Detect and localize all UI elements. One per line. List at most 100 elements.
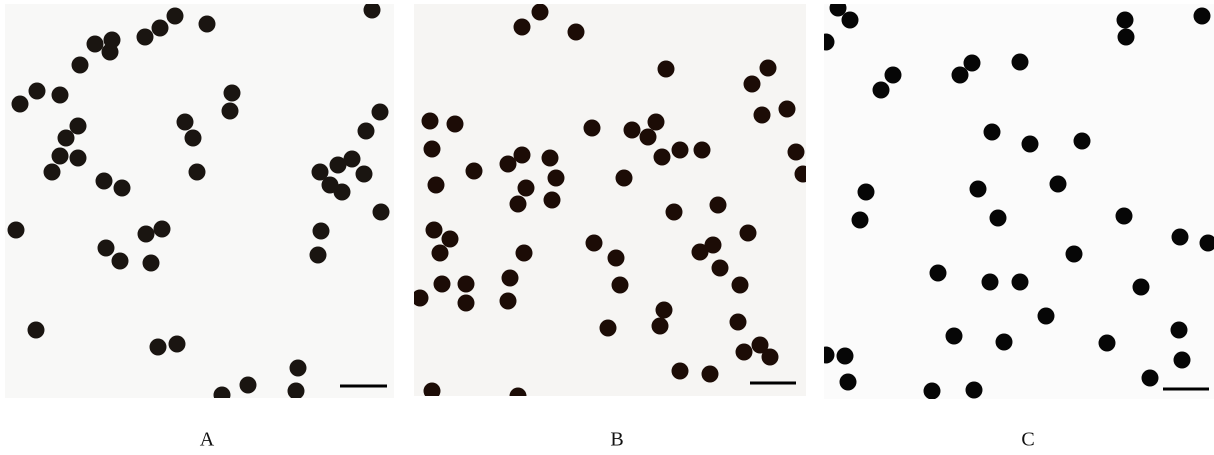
- particle: [466, 163, 483, 180]
- particle: [98, 240, 115, 257]
- particle: [672, 142, 689, 159]
- particle: [1012, 54, 1029, 71]
- panel-label: A: [200, 429, 215, 451]
- particle: [422, 113, 439, 130]
- particle: [334, 184, 351, 201]
- particle: [600, 320, 617, 337]
- particle: [984, 124, 1001, 141]
- particle: [185, 130, 202, 147]
- particle: [818, 34, 835, 51]
- particle: [532, 4, 549, 21]
- particle: [842, 12, 859, 29]
- particle: [710, 197, 727, 214]
- particle: [214, 387, 231, 404]
- particle: [779, 101, 796, 118]
- particle: [96, 173, 113, 190]
- figure: A B C: [0, 0, 1214, 455]
- particle: [702, 366, 719, 383]
- particle: [412, 290, 429, 307]
- particle: [586, 235, 603, 252]
- particle: [167, 8, 184, 25]
- particle: [964, 55, 981, 72]
- particle: [112, 253, 129, 270]
- particle: [72, 57, 89, 74]
- particle: [966, 382, 983, 399]
- particle: [29, 83, 46, 100]
- panel-a-image: [5, 4, 394, 398]
- particle: [44, 164, 61, 181]
- particle: [434, 276, 451, 293]
- particle: [154, 221, 171, 238]
- particle: [432, 245, 449, 262]
- particle: [852, 212, 869, 229]
- particle: [656, 302, 673, 319]
- particle: [8, 222, 25, 239]
- particle: [28, 322, 45, 339]
- particle: [240, 377, 257, 394]
- particle: [648, 114, 665, 131]
- particle: [137, 29, 154, 46]
- particle: [654, 149, 671, 166]
- particle: [70, 118, 87, 135]
- particle: [288, 383, 305, 400]
- particle: [652, 318, 669, 335]
- particle: [624, 122, 641, 139]
- particle: [996, 334, 1013, 351]
- particle: [608, 250, 625, 267]
- particle: [428, 177, 445, 194]
- particle: [568, 24, 585, 41]
- particle: [740, 225, 757, 242]
- particle: [330, 157, 347, 174]
- particle: [70, 150, 87, 167]
- particle: [514, 147, 531, 164]
- particle: [754, 107, 771, 124]
- panel-b-image: [414, 4, 806, 396]
- particle: [424, 141, 441, 158]
- particle: [1074, 133, 1091, 150]
- particle: [222, 103, 239, 120]
- particle: [502, 270, 519, 287]
- particle: [372, 104, 389, 121]
- particle: [970, 181, 987, 198]
- particle: [1116, 208, 1133, 225]
- particle: [736, 344, 753, 361]
- particle: [150, 339, 167, 356]
- particle: [458, 295, 475, 312]
- particle: [1174, 352, 1191, 369]
- particle: [1133, 279, 1150, 296]
- particle: [500, 156, 517, 173]
- particle: [1194, 8, 1211, 25]
- particle: [177, 114, 194, 131]
- particle: [514, 19, 531, 36]
- particle: [658, 61, 675, 78]
- panel-label: B: [610, 429, 623, 451]
- particle: [1022, 136, 1039, 153]
- particle: [364, 2, 381, 19]
- particle: [290, 360, 307, 377]
- particle: [1171, 322, 1188, 339]
- particle: [87, 36, 104, 53]
- particle: [840, 374, 857, 391]
- particle: [442, 231, 459, 248]
- particle: [818, 347, 835, 364]
- particle: [424, 383, 441, 400]
- particle: [924, 383, 941, 400]
- particle: [612, 277, 629, 294]
- particle: [510, 388, 527, 405]
- particle: [510, 196, 527, 213]
- particle: [58, 130, 75, 147]
- particle: [152, 20, 169, 37]
- panel-label: C: [1021, 429, 1034, 451]
- particle: [584, 120, 601, 137]
- particle: [516, 245, 533, 262]
- particle: [952, 67, 969, 84]
- particle: [1117, 12, 1134, 29]
- particle: [795, 166, 812, 183]
- particle: [447, 116, 464, 133]
- particle: [114, 180, 131, 197]
- particle: [788, 144, 805, 161]
- particle: [616, 170, 633, 187]
- particle: [982, 274, 999, 291]
- particle: [672, 363, 689, 380]
- particle: [762, 349, 779, 366]
